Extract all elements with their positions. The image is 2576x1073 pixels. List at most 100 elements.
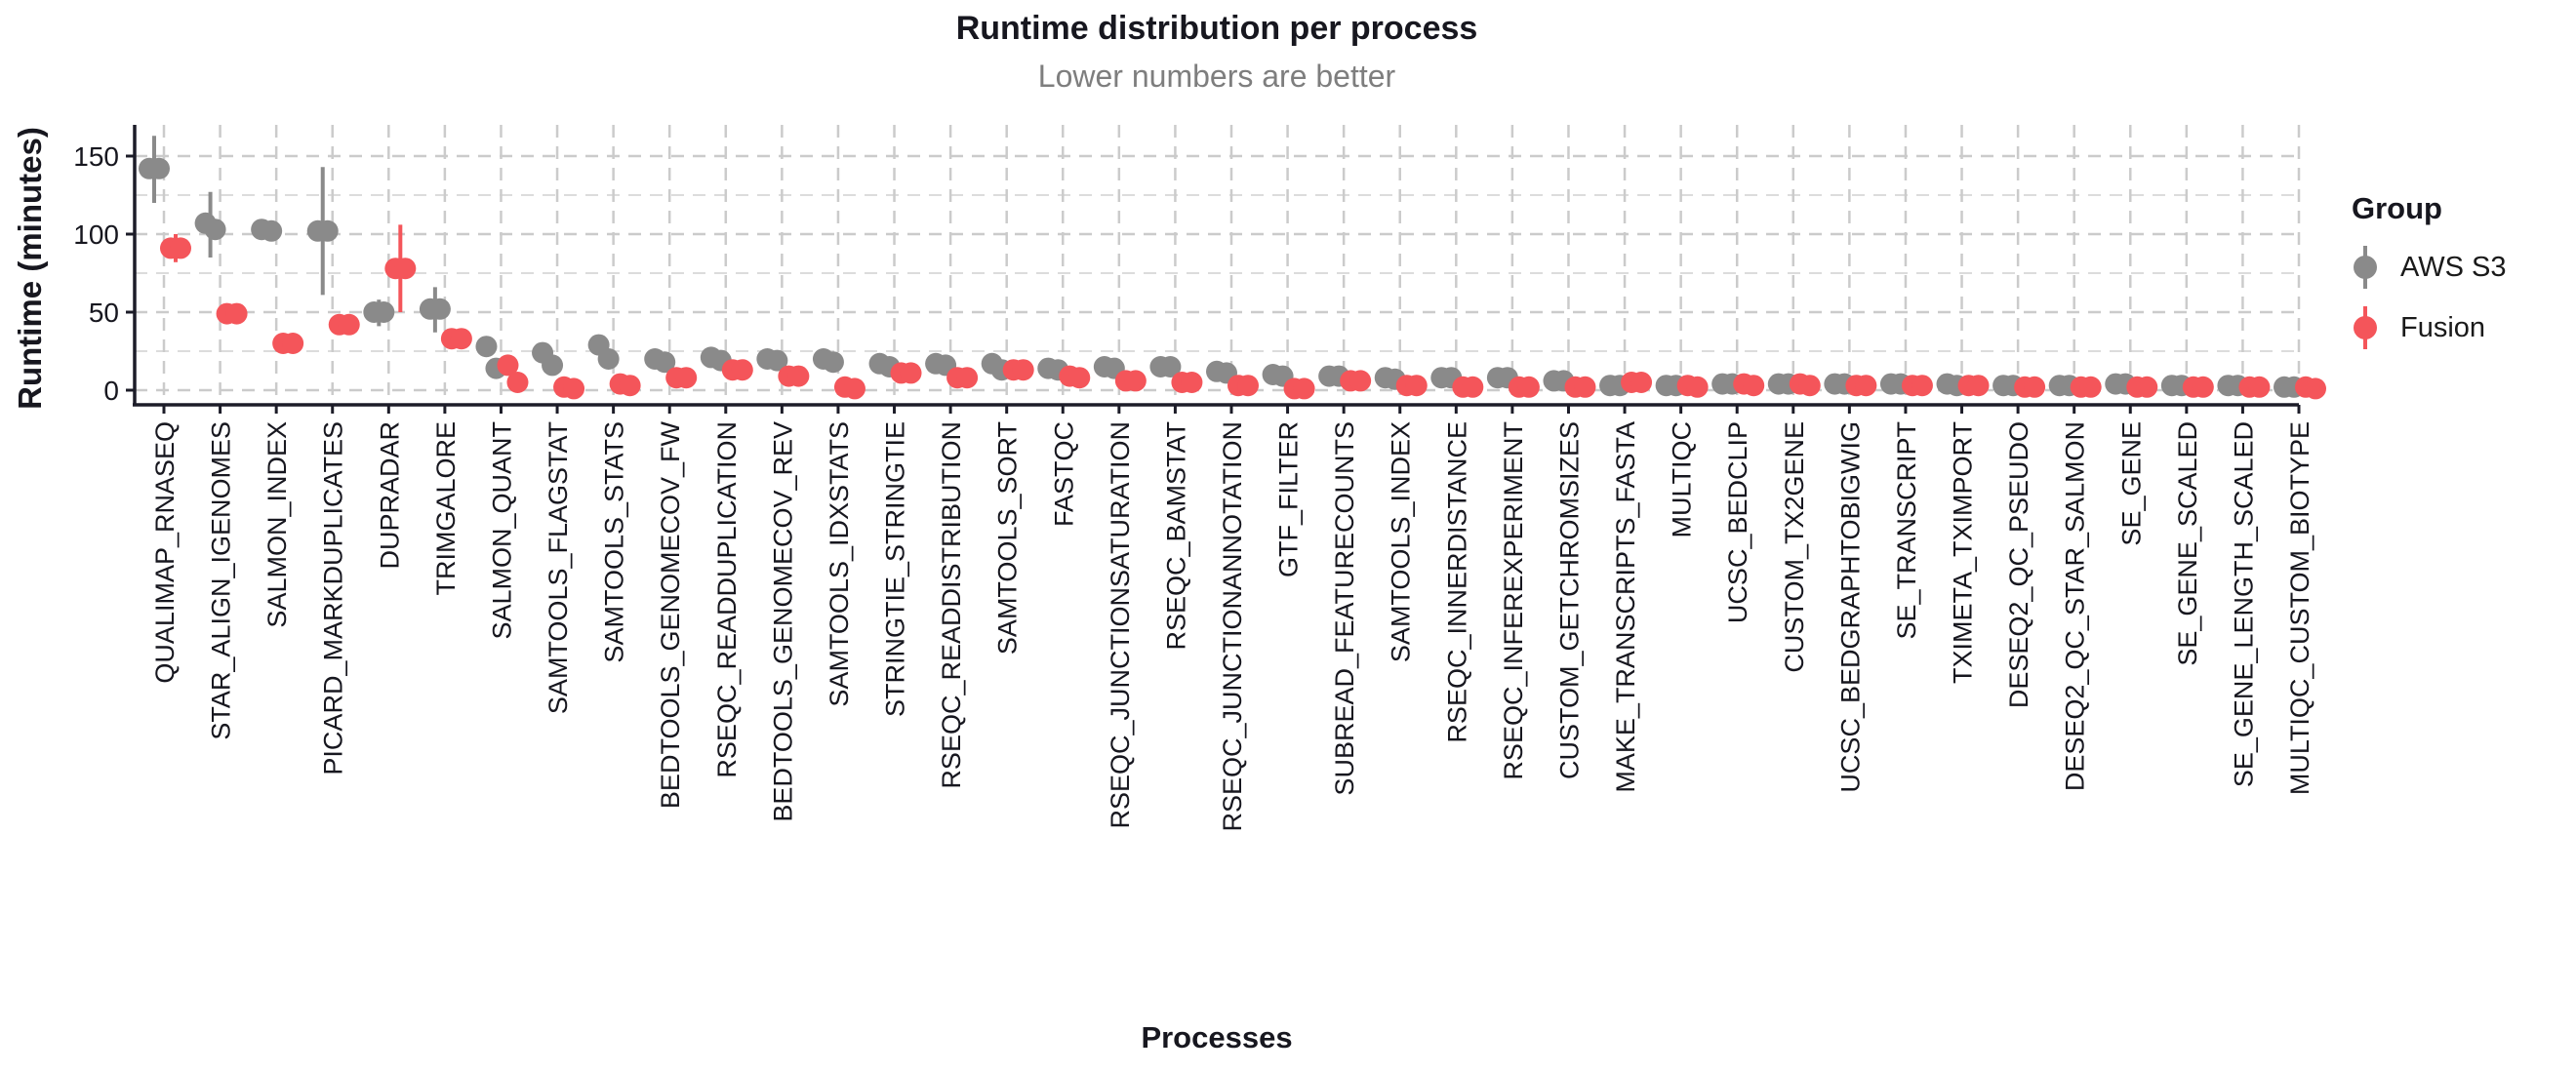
x-tick-label: SAMTOOLS_STATS xyxy=(600,421,629,663)
data-point-fusion xyxy=(2136,376,2158,398)
data-point-fusion xyxy=(394,258,417,280)
x-tick-label: RSEQC_INFEREXPERIMENT xyxy=(1499,421,1528,780)
x-tick-label: SALMON_INDEX xyxy=(262,421,292,628)
data-point-fusion xyxy=(1124,370,1147,392)
y-tick-label: 50 xyxy=(89,298,119,328)
fusion-point-icon xyxy=(2354,306,2377,349)
x-tick-label: STRINGTIE_STRINGTIE xyxy=(881,421,910,717)
x-tick-label: TXIMETA_TXIMPORT xyxy=(1949,421,1978,684)
data-point-aws-s3 xyxy=(822,351,844,374)
data-point-aws-s3 xyxy=(428,298,451,320)
data-point-fusion xyxy=(1686,376,1709,398)
data-point-fusion xyxy=(1293,378,1315,400)
x-tick-label: SAMTOOLS_FLAGSTAT xyxy=(543,421,573,714)
data-point-aws-s3 xyxy=(542,354,564,377)
x-tick-label: QUALIMAP_RNASEQ xyxy=(150,421,180,684)
x-tick-label: TRIMGALORE xyxy=(431,421,461,596)
y-tick-label: 100 xyxy=(73,219,119,250)
data-point-fusion xyxy=(1743,375,1765,397)
data-point-fusion xyxy=(1911,375,1933,397)
x-tick-label: SAMTOOLS_INDEX xyxy=(1387,421,1416,662)
x-tick-label: RSEQC_BAMSTAT xyxy=(1161,421,1190,651)
x-tick-label: MULTIQC_CUSTOM_BIOTYPE xyxy=(2285,421,2314,795)
x-tick-label: PICARD_MARKDUPLICATES xyxy=(319,421,348,775)
data-point-aws-s3 xyxy=(766,349,788,372)
data-point-fusion xyxy=(1068,367,1091,389)
x-tick-label: DESEQ2_QC_PSEUDO xyxy=(2004,421,2033,708)
data-point-fusion xyxy=(1630,372,1653,393)
data-point-fusion xyxy=(2248,376,2271,398)
data-point-fusion xyxy=(170,237,191,259)
legend-title: Group xyxy=(2352,191,2442,225)
data-point-aws-s3 xyxy=(475,336,498,358)
data-point-fusion xyxy=(619,375,641,397)
x-axis-label: Processes xyxy=(1141,1020,1293,1054)
data-point-fusion xyxy=(2192,376,2214,398)
x-tick-label: SE_GENE_SCALED xyxy=(2173,421,2202,666)
data-point-aws-s3 xyxy=(654,351,676,374)
data-point-fusion xyxy=(1405,375,1428,397)
legend-label-aws-s3: AWS S3 xyxy=(2400,251,2507,283)
legend: Group AWS S3 Fusion xyxy=(2340,191,2574,365)
x-tick-label: MAKE_TRANSCRIPTS_FASTA xyxy=(1611,421,1640,793)
data-point-aws-s3 xyxy=(261,219,283,242)
chart-title: Runtime distribution per process xyxy=(955,10,1478,47)
data-point-fusion xyxy=(1012,359,1034,381)
data-point-fusion xyxy=(1517,376,1540,398)
x-tick-label: CUSTOM_GETCHROMSIZES xyxy=(1554,421,1584,779)
x-tick-label: RSEQC_READDUPLICATION xyxy=(712,421,742,778)
data-point-aws-s3 xyxy=(316,219,339,242)
data-point-fusion xyxy=(1574,376,1596,398)
data-point-fusion xyxy=(787,365,810,387)
x-tick-label: SAMTOOLS_SORT xyxy=(993,421,1023,655)
x-tick-label: RSEQC_JUNCTIONANNOTATION xyxy=(1218,421,1247,832)
x-tick-label: SE_TRANSCRIPT xyxy=(1892,421,1921,640)
legend-item-fusion: Fusion xyxy=(2340,304,2574,351)
data-point-fusion xyxy=(1855,375,1877,397)
data-point-fusion xyxy=(956,367,979,389)
data-point-fusion xyxy=(1462,376,1484,398)
data-point-fusion xyxy=(225,302,248,325)
data-point-fusion xyxy=(506,372,529,393)
chart-subtitle: Lower numbers are better xyxy=(1037,59,1396,94)
aws-s3-point-icon xyxy=(2354,246,2377,289)
data-point-fusion xyxy=(282,333,304,354)
data-point-fusion xyxy=(2305,378,2326,400)
data-point-fusion xyxy=(843,378,865,400)
y-tick-label: 0 xyxy=(103,376,119,406)
data-point-fusion xyxy=(1349,370,1372,392)
x-tick-label: DESEQ2_QC_STAR_SALMON xyxy=(2061,421,2090,791)
x-tick-label: SE_GENE_LENGTH_SCALED xyxy=(2229,421,2258,787)
x-tick-label: SE_GENE xyxy=(2116,421,2146,546)
data-point-fusion xyxy=(900,362,922,384)
data-point-fusion xyxy=(1967,375,1990,397)
x-tick-label: BEDTOOLS_GENOMECOV_FW xyxy=(656,420,685,809)
data-point-aws-s3 xyxy=(373,301,395,323)
data-point-fusion xyxy=(675,367,698,389)
data-point-fusion xyxy=(731,359,753,381)
data-point-fusion xyxy=(563,378,585,400)
data-point-fusion xyxy=(1181,372,1203,393)
x-tick-label: CUSTOM_TX2GENE xyxy=(1780,421,1809,673)
data-point-fusion xyxy=(2024,376,2046,398)
data-point-aws-s3 xyxy=(204,219,226,241)
data-point-fusion xyxy=(1237,375,1259,397)
legend-item-aws-s3: AWS S3 xyxy=(2340,244,2574,291)
data-point-aws-s3 xyxy=(597,348,620,370)
x-tick-label: BEDTOOLS_GENOMECOV_REV xyxy=(768,421,797,822)
x-tick-label: GTF_FILTER xyxy=(1274,421,1304,577)
x-tick-label: SUBREAD_FEATURECOUNTS xyxy=(1330,421,1359,796)
x-tick-label: UCSC_BEDGRAPHTOBIGWIG xyxy=(1835,421,1865,793)
x-tick-label: UCSC_BEDCLIP xyxy=(1723,421,1752,623)
x-tick-label: RSEQC_JUNCTIONSATURATION xyxy=(1106,421,1135,829)
data-point-fusion xyxy=(450,328,472,350)
x-tick-label: RSEQC_INNERDISTANCE xyxy=(1442,421,1471,743)
x-tick-label: FASTQC xyxy=(1049,421,1078,527)
data-point-fusion xyxy=(338,313,360,336)
data-point-fusion xyxy=(1798,375,1821,397)
data-point-aws-s3 xyxy=(1159,356,1182,378)
x-tick-label: RSEQC_READDISTRIBUTION xyxy=(937,421,966,789)
legend-label-fusion: Fusion xyxy=(2400,311,2486,343)
